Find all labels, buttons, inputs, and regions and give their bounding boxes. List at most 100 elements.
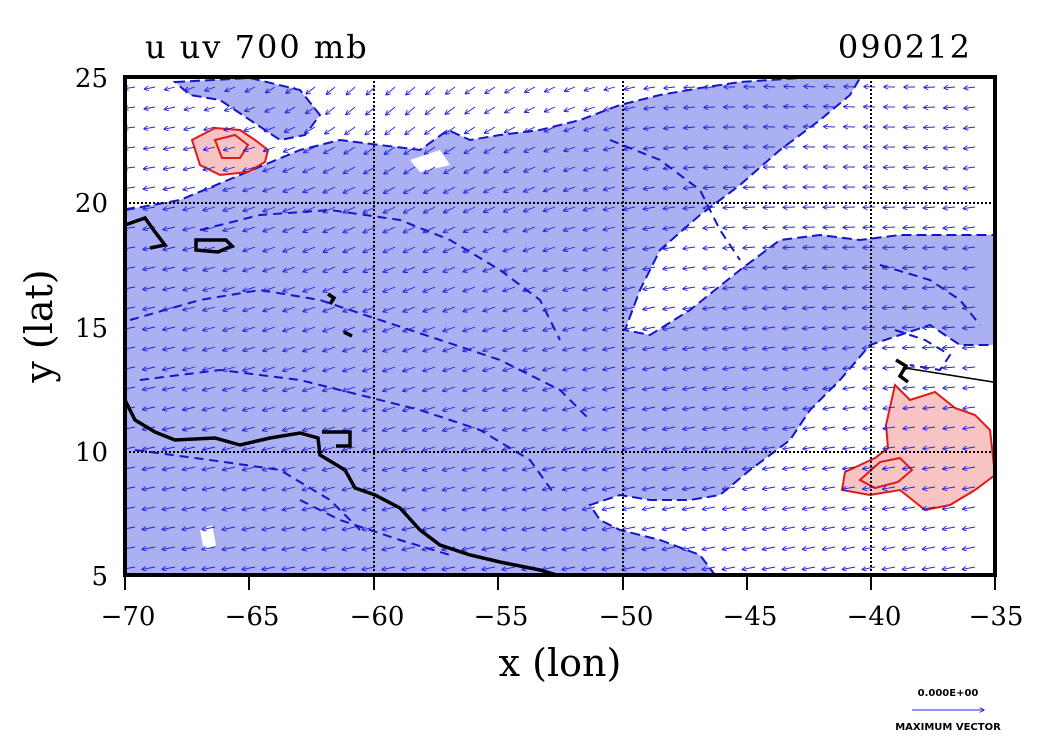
wind-vector-arrow [185,87,196,90]
wind-vector-arrow [443,426,456,431]
wind-vector-arrow [723,367,736,369]
wind-vector-arrow [383,386,396,391]
wind-vector-arrow [683,187,696,188]
wind-vector-arrow [723,467,736,469]
wind-vector-arrow [964,127,976,129]
wind-vector-arrow [763,427,776,429]
wind-vector-arrow [283,206,296,212]
wind-vector-arrow [883,487,896,489]
wind-vector-arrow [423,226,436,233]
vector-legend: 0.000E+00 MAXIMUM VECTOR [895,688,1001,733]
wind-vector-arrow [963,487,976,489]
wind-vector-arrow [202,507,216,510]
wind-vector-arrow [803,447,816,449]
wind-vector-arrow [426,86,436,95]
wind-vector-arrow [224,146,236,150]
wind-vector-arrow [243,286,256,291]
wind-vector-arrow [323,406,336,411]
wind-vector-arrow [366,86,376,95]
wind-vector-arrow [642,507,656,510]
wind-vector-arrow [842,547,856,549]
wind-vector-arrow [563,246,576,251]
wind-vector-arrow [863,447,876,449]
wind-vector-arrow [963,347,976,348]
wind-vector-arrow [182,487,196,490]
wind-vector-arrow [524,146,536,152]
wind-vector-arrow [902,527,916,529]
wind-vector-arrow [403,306,416,312]
wind-vector-arrow [823,407,836,409]
wind-vector-arrow [703,307,716,309]
wind-vector-arrow [803,227,816,228]
wind-vector-arrow [263,366,276,371]
wind-vector-arrow [922,567,936,569]
wind-vector-arrow [743,287,756,288]
wind-vector-arrow [282,507,296,510]
wind-vector-arrow [963,367,976,368]
wind-vector-arrow [143,367,156,370]
wind-vector-arrow [663,347,676,349]
wind-vector-arrow [564,166,576,171]
wind-vector-arrow [603,267,616,270]
wind-vector-arrow [484,146,496,153]
wind-vector-arrow [403,406,416,411]
wind-vector-arrow [803,367,816,369]
wind-vector-arrow [365,126,376,135]
wind-vector-arrow [262,446,276,450]
wind-vector-arrow [443,406,456,411]
wind-vector-arrow [663,287,676,289]
wind-vector-arrow [643,427,656,430]
wind-vector-arrow [602,567,616,570]
wind-vector-arrow [843,387,856,389]
wind-vector-arrow [722,507,736,509]
wind-vector-arrow [343,206,356,213]
wind-vector-arrow [543,286,556,291]
x-tick-label: −55 [474,602,529,632]
wind-vector-arrow [563,206,576,211]
wind-vector-arrow [143,407,156,410]
x-tick-label: −45 [723,602,778,632]
wind-vector-arrow [504,126,516,133]
wind-vector-arrow [584,166,596,171]
wind-vector-arrow [323,186,336,193]
wind-vector-arrow [385,126,396,135]
wind-vector-arrow [263,166,276,171]
wind-vector-arrow [303,246,316,252]
wind-vector-arrow [244,126,256,131]
wind-vector-arrow [704,127,716,128]
wind-vector-arrow [342,506,356,510]
wind-vector-arrow [722,527,736,529]
wind-vector-arrow [723,327,736,329]
wind-vector-arrow [483,406,496,411]
y-tick-label: 15 [75,314,108,344]
wind-vector-arrow [643,367,656,370]
wind-vector-arrow [223,266,236,271]
wind-vector-arrow [182,447,196,450]
wind-vector-arrow [443,306,456,312]
wind-vector-arrow [382,506,396,510]
wind-vector-arrow [663,247,676,249]
wind-vector-arrow [703,347,716,349]
wind-vector-arrow [302,527,316,530]
wind-vector-arrow [683,427,696,429]
wind-vector-arrow [445,106,456,114]
wind-vector-arrow [882,527,896,529]
wind-vector-arrow [164,147,176,149]
wind-vector-arrow [603,467,616,470]
wind-vector-arrow [303,266,316,272]
wind-vector-arrow [522,547,536,550]
wind-vector-arrow [163,187,176,190]
wind-vector-arrow [303,186,316,192]
wind-vector-arrow [923,507,936,509]
wind-vector-arrow [782,567,796,570]
wind-vector-arrow [523,306,536,311]
wind-vector-arrow [583,266,596,270]
wind-vector-arrow [322,507,336,510]
grid [125,77,995,575]
wind-vector-arrow [743,307,756,309]
wind-vector-arrow [963,447,976,449]
wind-vector-arrow [843,367,856,369]
wind-vector-arrow [604,167,616,170]
wind-vector-arrow [763,347,776,349]
wind-vector-arrow [403,226,416,233]
